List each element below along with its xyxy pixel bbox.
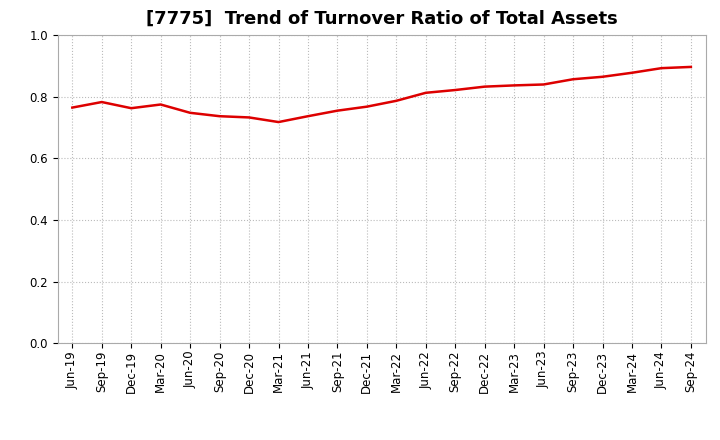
Title: [7775]  Trend of Turnover Ratio of Total Assets: [7775] Trend of Turnover Ratio of Total … [145,10,618,28]
